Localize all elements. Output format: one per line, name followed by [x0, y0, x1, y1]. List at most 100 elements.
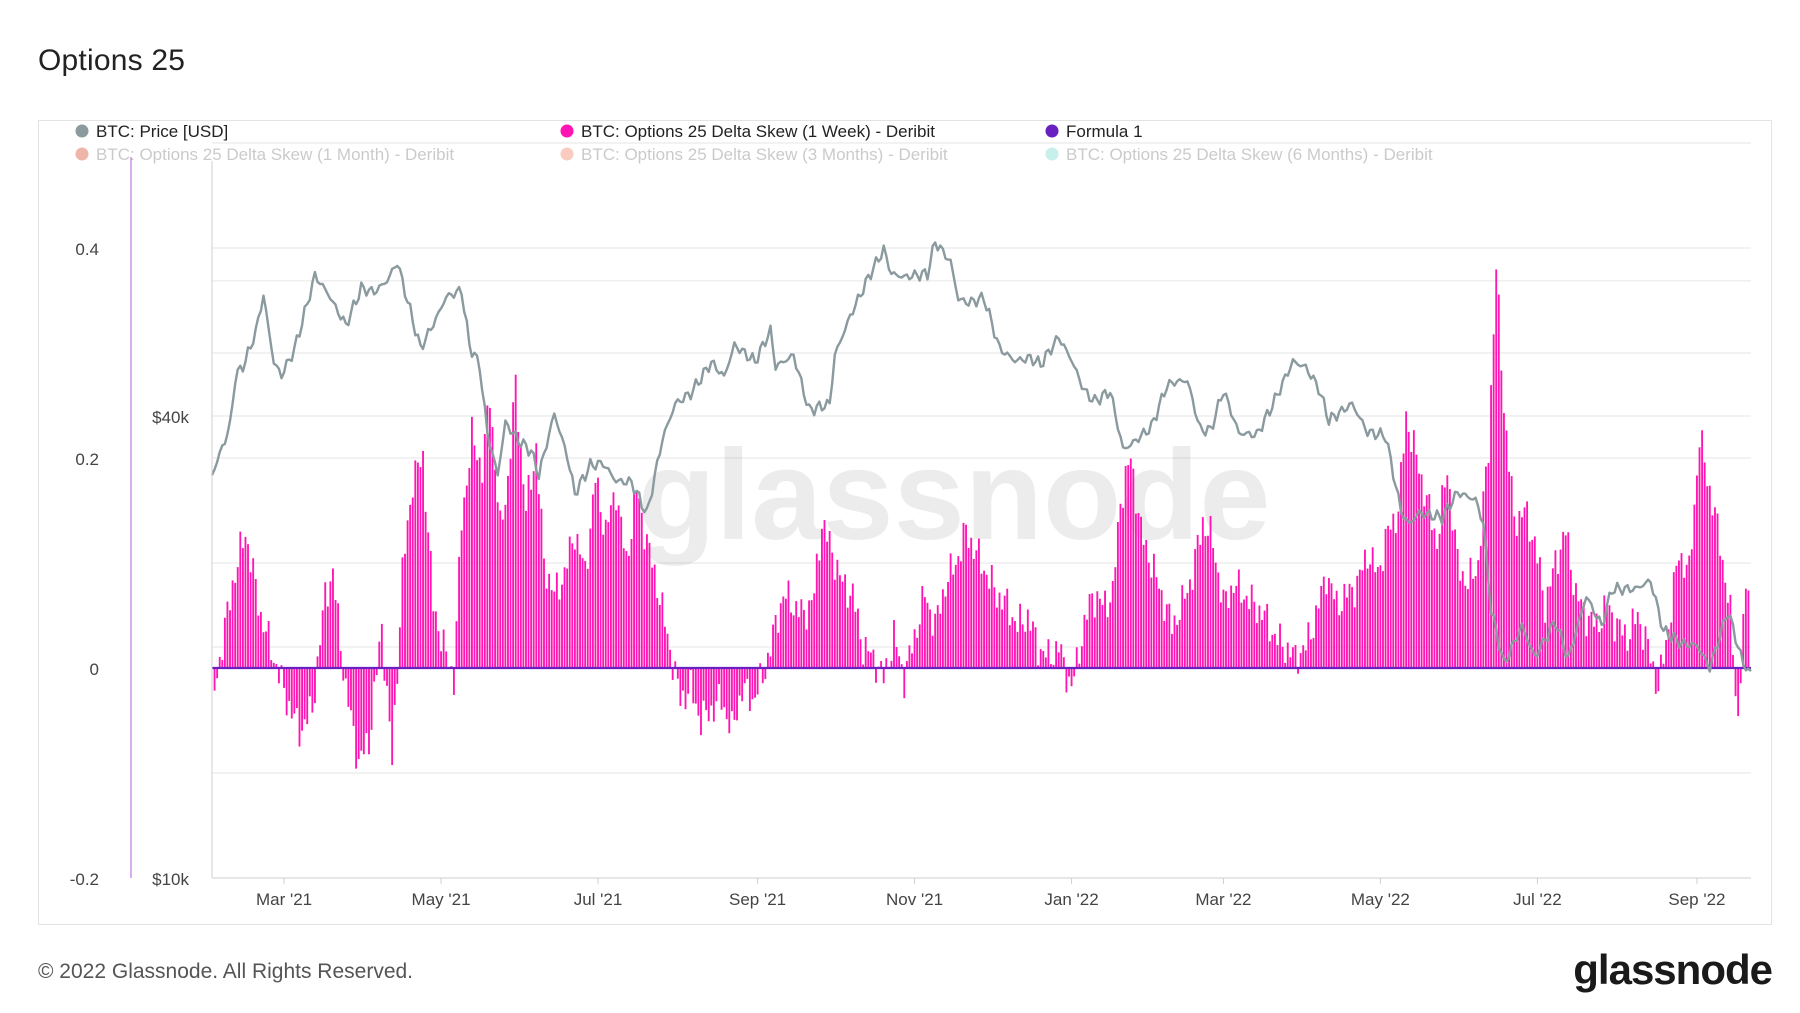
skew-bar [1726, 602, 1729, 668]
skew-bar [1647, 639, 1649, 668]
skew-bar [362, 668, 365, 755]
skew-bar [980, 573, 983, 668]
skew-bar [1006, 588, 1009, 668]
legend-item-skew_3m[interactable]: BTC: Options 25 Delta Skew (3 Months) - … [560, 145, 948, 164]
skew-bar [285, 668, 288, 716]
skew-bar [795, 601, 798, 668]
skew-bar [1577, 601, 1580, 668]
skew-bar [584, 561, 587, 668]
skew-bar [996, 607, 998, 668]
skew-bar [1698, 447, 1701, 668]
skew-bar [432, 611, 435, 668]
skew-bar [1181, 585, 1184, 668]
skew-bar [653, 564, 656, 668]
skew-bar [1019, 603, 1022, 668]
skew-bar [687, 668, 690, 694]
skew-bar [1446, 475, 1449, 668]
legend-item-price[interactable]: BTC: Price [USD] [75, 122, 229, 141]
price-series [210, 241, 1752, 673]
skew-bar [1237, 569, 1240, 668]
skew-bar [725, 668, 728, 720]
skew-bar [609, 505, 612, 668]
glassnode-logo[interactable]: glassnode [1573, 946, 1773, 993]
skew-bar [589, 528, 592, 668]
legend-marker [1045, 147, 1059, 161]
legend-item-skew_1m[interactable]: BTC: Options 25 Delta Skew (1 Month) - D… [75, 145, 455, 164]
skew-bar [1358, 569, 1361, 668]
skew-bar [700, 668, 702, 736]
skew-bar [1204, 536, 1207, 668]
skew-bar [504, 504, 507, 668]
skew-bar [458, 556, 460, 668]
skew-bar [424, 511, 427, 668]
skew-bar [674, 661, 677, 668]
skew-bar [648, 542, 651, 668]
options-skew-chart[interactable]: glassnode 0.4 0.2 0 -0.2 $40k $10k Mar '21 May … [39, 121, 1771, 924]
skew-bar [499, 510, 502, 668]
skew-bar [1075, 647, 1078, 668]
chart-frame: glassnode 0.4 0.2 0 -0.2 $40k $10k Mar '21 May … [38, 120, 1772, 925]
skew-bar [473, 445, 476, 668]
skew-bar [1464, 585, 1467, 668]
skew-bar [1201, 517, 1204, 668]
skew-bar [954, 564, 957, 668]
skew-bar [491, 427, 494, 668]
legend-item-formula[interactable]: Formula 1 [1045, 122, 1143, 141]
skew-bar [1302, 645, 1305, 668]
skew-bar [1533, 536, 1536, 668]
skew-bar [658, 604, 661, 668]
skew-bar [638, 498, 641, 668]
skew-bar [1605, 606, 1608, 668]
legend-item-skew_1w[interactable]: BTC: Options 25 Delta Skew (1 Week) - De… [560, 122, 936, 141]
skew-bar [1634, 624, 1637, 668]
skew-bar [404, 553, 406, 668]
skew-bar [615, 510, 617, 668]
skew-bar [666, 633, 669, 668]
skew-bar [535, 443, 538, 668]
skew-bar [1279, 623, 1281, 668]
skew-bar [908, 645, 911, 668]
skew-bar [1335, 590, 1338, 668]
legend-label: BTC: Options 25 Delta Skew (1 Week) - De… [581, 122, 935, 141]
skew-bar [1418, 473, 1420, 668]
skew-bar [1340, 611, 1343, 668]
skew-bar [301, 668, 303, 731]
skew-bar [1616, 618, 1619, 668]
skew-bar [298, 668, 301, 747]
skew-bar [679, 668, 682, 706]
skew-bar [1078, 663, 1081, 668]
skew-bar [918, 624, 921, 668]
skew-bar [851, 583, 854, 668]
skew-bar [1420, 474, 1423, 668]
skew-bar [1304, 650, 1307, 668]
skew-bar [1629, 639, 1631, 668]
skew-bar [669, 649, 672, 668]
skew-bar [1140, 516, 1142, 668]
skew-bar [561, 584, 563, 668]
skew-bar [236, 567, 239, 668]
skew-bar [1068, 668, 1070, 677]
skew-bar [805, 629, 808, 668]
skew-bar [839, 575, 841, 668]
skew-bar [1513, 516, 1516, 668]
skew-bar [944, 596, 947, 668]
skew-bar [1183, 598, 1186, 668]
skew-bar [790, 612, 792, 668]
skew-bar [1613, 641, 1616, 668]
skew-bar [1098, 598, 1101, 668]
skew-bar [306, 668, 309, 725]
skew-bar [1137, 512, 1140, 668]
skew-bar [460, 530, 463, 668]
skew-bar [1299, 653, 1302, 668]
skew-bar [1348, 583, 1351, 668]
legend-item-skew_6m[interactable]: BTC: Options 25 Delta Skew (6 Months) - … [1045, 145, 1433, 164]
skew-bar [1047, 639, 1050, 668]
skew-bar [558, 599, 561, 668]
skew-bar [427, 532, 430, 668]
skew-bar [247, 544, 249, 668]
skew-bar [1557, 573, 1559, 668]
skew-bar [1050, 664, 1052, 668]
skew-bar [1147, 562, 1150, 668]
skew-bar [332, 568, 334, 668]
skew-bar [537, 494, 540, 668]
